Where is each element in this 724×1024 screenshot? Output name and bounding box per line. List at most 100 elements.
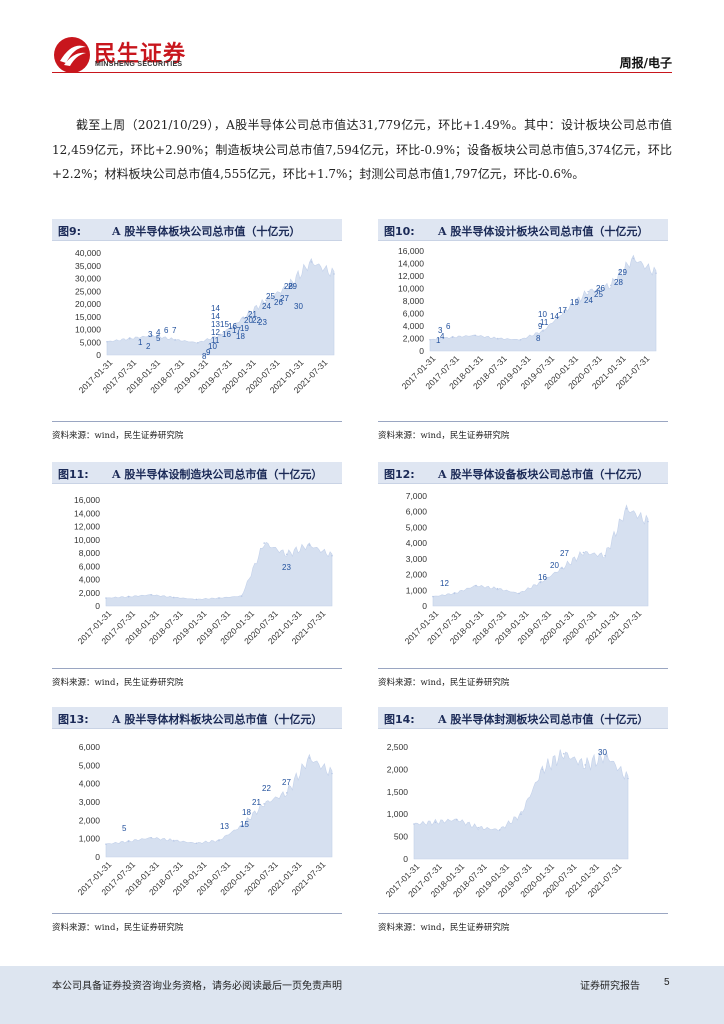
data-point <box>195 842 198 845</box>
page-number: 5 <box>664 977 670 988</box>
y-tick-label: 10,000 <box>75 325 101 335</box>
data-point <box>474 334 476 337</box>
y-tick-label: 5,000 <box>406 522 428 532</box>
annotation-label: 25 <box>266 292 275 301</box>
annotation-label: 12 <box>211 328 220 337</box>
data-point <box>604 554 606 557</box>
y-tick-label: 16,000 <box>398 246 424 256</box>
data-point <box>150 836 152 839</box>
y-tick-label: 1,000 <box>79 834 101 844</box>
data-point <box>331 772 333 775</box>
annotation-label: 19 <box>240 324 249 333</box>
y-tick-label: 10,000 <box>74 535 100 545</box>
annotation-label: 14 <box>211 312 220 321</box>
annotation-label: 21 <box>252 798 261 807</box>
y-tick-label: 4,000 <box>79 575 101 585</box>
data-point <box>127 595 130 598</box>
data-point <box>625 507 628 510</box>
data-point <box>242 317 244 319</box>
figure-title: A 股半导体设制造块公司总市值（十亿元） <box>112 468 323 481</box>
annotation-label: 29 <box>618 268 627 277</box>
data-point <box>563 752 565 755</box>
y-tick-label: 3,000 <box>406 554 428 564</box>
y-tick-label: 7,000 <box>406 491 428 501</box>
y-tick-label: 4,000 <box>79 779 101 789</box>
y-tick-label: 6,000 <box>79 561 101 571</box>
data-point <box>453 592 456 595</box>
figure-number: 图12: <box>384 468 415 481</box>
y-tick-label: 1,500 <box>387 787 409 797</box>
annotation-label: 1 <box>436 336 441 345</box>
annotation-label: 4 <box>156 328 161 337</box>
y-tick-label: 12,000 <box>74 522 100 532</box>
area-chart: 6,0005,0004,0003,0002,0001,00002017-01-3… <box>76 742 333 897</box>
figure-number: 图11: <box>58 468 89 481</box>
annotation-label: 8 <box>536 334 541 343</box>
annotation-label: 11 <box>211 336 220 345</box>
data-point <box>197 341 199 344</box>
data-point <box>240 825 243 827</box>
y-tick-label: 14,000 <box>74 508 100 518</box>
y-tick-label: 6,000 <box>406 507 428 517</box>
annotation-label: 27 <box>282 778 291 787</box>
data-point <box>496 587 499 590</box>
area-series <box>432 504 649 607</box>
figure-title: A 股半导体设计板块公司总市值（十亿元） <box>438 225 649 238</box>
data-point <box>151 334 154 337</box>
data-point <box>655 272 657 274</box>
annotation-label: 27 <box>280 294 289 303</box>
area-chart: 2,5002,0001,5001,00050002017-01-312017-0… <box>384 742 629 899</box>
figure-title: A 股半导体材料板块公司总市值（十亿元） <box>112 713 323 726</box>
data-point <box>582 551 585 554</box>
source-rule <box>378 421 668 422</box>
data-point <box>150 593 152 596</box>
y-tick-label: 2,000 <box>79 815 101 825</box>
annotation-label: 30 <box>598 748 607 757</box>
data-point <box>265 299 267 301</box>
data-point <box>287 285 290 287</box>
data-point <box>542 330 544 332</box>
area-chart: 16,000 14,000 12,000 10,000 8,000 6,000 4,000 2… <box>74 495 333 646</box>
figure-source: 资料来源：wind，民生证券研究院 <box>52 678 184 688</box>
data-point <box>627 777 629 780</box>
data-point <box>105 843 107 845</box>
y-tick-label: 2,500 <box>387 742 409 752</box>
data-point <box>610 284 612 287</box>
annotation-label: 7 <box>172 326 177 335</box>
annotation-label: 23 <box>282 563 291 572</box>
annotation-label: 5 <box>156 334 161 343</box>
figure-title: A 股半导体设备板块公司总市值（十亿元） <box>438 468 649 481</box>
header-rule <box>52 72 672 73</box>
data-point <box>105 597 107 599</box>
y-tick-label: 20,000 <box>75 299 101 309</box>
annotation-label: 23 <box>258 318 267 327</box>
area-series <box>106 258 335 356</box>
y-tick-label: 1,000 <box>406 585 428 595</box>
data-point <box>451 336 454 339</box>
annotation-label: 26 <box>274 298 283 307</box>
y-tick-label: 14,000 <box>398 259 424 269</box>
page-footer: 本公司具备证券投资咨询业务资格，请务必阅读最后一页免责声明 证券研究报告 5 <box>0 966 724 1024</box>
annotation-label: 25 <box>594 290 603 299</box>
data-point <box>286 792 288 794</box>
figure-title-bar: 图12: A 股半导体设备板块公司总市值（十亿元） <box>378 462 668 484</box>
annotation-label: 15 <box>220 320 229 329</box>
annotation-label: 6 <box>446 322 451 331</box>
data-point <box>584 764 586 766</box>
data-point <box>218 839 220 842</box>
y-tick-label: 4,000 <box>403 321 425 331</box>
data-point <box>308 757 311 759</box>
data-point <box>219 334 222 336</box>
figure-source: 资料来源：wind，民生证券研究院 <box>378 431 510 441</box>
annotation-label: 20 <box>244 316 253 325</box>
area-chart: 40,00035,00030,00025,00020,00015,00010,0… <box>75 248 335 395</box>
annotation-label: 18 <box>236 332 245 341</box>
figure-number: 图10: <box>384 225 415 238</box>
data-point <box>519 338 522 341</box>
figure-title-bar: 图9: A 股半导体板块公司总市值（十亿元） <box>52 219 342 241</box>
annotation-label: 27 <box>560 549 569 558</box>
figure-source: 资料来源：wind，民生证券研究院 <box>52 923 184 933</box>
area-series <box>413 749 629 860</box>
figure-title-bar: 图10: A 股半导体设计板块公司总市值（十亿元） <box>378 219 668 241</box>
annotation-label: 16 <box>222 330 231 339</box>
